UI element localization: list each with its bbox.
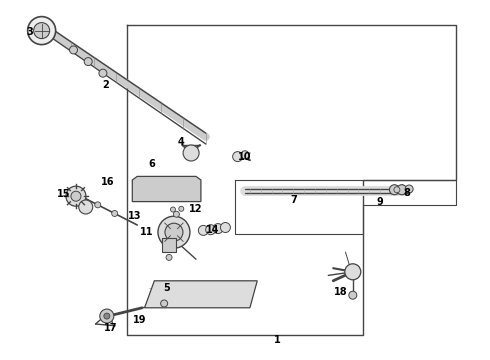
Circle shape	[349, 291, 357, 299]
Circle shape	[206, 225, 216, 235]
Text: 18: 18	[334, 287, 347, 297]
Polygon shape	[132, 176, 201, 202]
Text: 3: 3	[26, 27, 33, 37]
Circle shape	[394, 187, 400, 193]
Text: 16: 16	[101, 177, 115, 187]
Circle shape	[95, 202, 101, 208]
Circle shape	[84, 58, 92, 66]
Circle shape	[241, 151, 249, 159]
Circle shape	[100, 309, 114, 323]
Text: 6: 6	[148, 159, 155, 169]
Polygon shape	[145, 281, 257, 308]
Circle shape	[220, 222, 230, 233]
Circle shape	[173, 211, 179, 217]
Circle shape	[158, 216, 190, 248]
Circle shape	[70, 46, 77, 54]
Circle shape	[27, 17, 56, 45]
Text: 4: 4	[178, 137, 185, 147]
Circle shape	[390, 185, 399, 195]
Circle shape	[171, 207, 175, 212]
Circle shape	[99, 69, 107, 77]
Circle shape	[166, 255, 172, 260]
Circle shape	[112, 211, 118, 216]
Text: 13: 13	[128, 211, 142, 221]
Circle shape	[397, 185, 407, 195]
Circle shape	[34, 23, 49, 39]
Text: 5: 5	[163, 283, 170, 293]
Text: 15: 15	[57, 189, 71, 199]
Circle shape	[213, 224, 223, 234]
Text: 14: 14	[206, 225, 220, 235]
Circle shape	[198, 225, 208, 235]
Text: 1: 1	[273, 335, 280, 345]
Text: 9: 9	[376, 197, 383, 207]
Text: 12: 12	[189, 204, 203, 214]
Circle shape	[104, 313, 110, 319]
Text: 17: 17	[103, 323, 117, 333]
Circle shape	[233, 152, 243, 162]
Circle shape	[79, 200, 93, 214]
Circle shape	[161, 300, 168, 307]
Circle shape	[183, 145, 199, 161]
Text: 2: 2	[102, 80, 109, 90]
Circle shape	[405, 185, 413, 193]
Text: 11: 11	[140, 227, 154, 237]
Text: 19: 19	[133, 315, 147, 325]
Text: 7: 7	[291, 195, 297, 205]
Circle shape	[179, 206, 184, 211]
Circle shape	[66, 186, 86, 206]
Text: 8: 8	[403, 188, 410, 198]
Circle shape	[345, 264, 361, 280]
Circle shape	[71, 191, 81, 201]
Text: 10: 10	[238, 152, 252, 162]
Polygon shape	[162, 238, 176, 252]
Circle shape	[165, 223, 183, 241]
